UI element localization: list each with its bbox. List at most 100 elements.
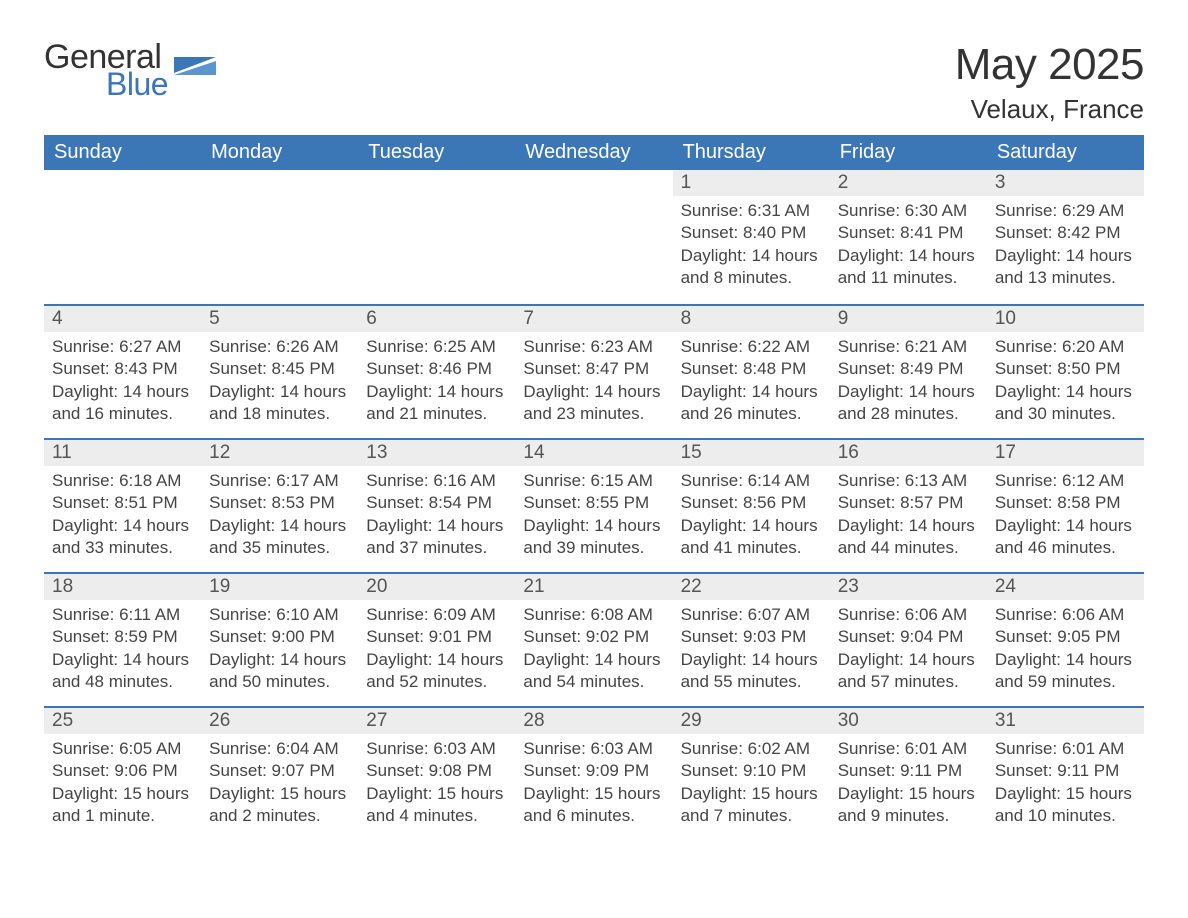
sunrise-line: Sunrise: 6:16 AM [366, 470, 507, 492]
sunrise-line: Sunrise: 6:04 AM [209, 738, 350, 760]
sunrise-line: Sunrise: 6:01 AM [995, 738, 1136, 760]
sunset-line: Sunset: 8:43 PM [52, 358, 193, 380]
daylight-line: Daylight: 14 hours and 13 minutes. [995, 245, 1136, 290]
sunset-line: Sunset: 8:57 PM [838, 492, 979, 514]
sunrise-line-label: Sunrise: [681, 739, 748, 758]
flag-icon [174, 57, 216, 90]
sunrise-line-label: Sunrise: [366, 605, 433, 624]
day-number: 31 [987, 706, 1144, 734]
calendar-cell: 25Sunrise: 6:05 AMSunset: 9:06 PMDayligh… [44, 706, 201, 840]
calendar-cell: 2Sunrise: 6:30 AMSunset: 8:41 PMDaylight… [830, 170, 987, 304]
sunrise-line: Sunrise: 6:09 AM [366, 604, 507, 626]
daylight-line: Daylight: 14 hours and 35 minutes. [209, 515, 350, 560]
calendar-cell: 11Sunrise: 6:18 AMSunset: 8:51 PMDayligh… [44, 438, 201, 572]
sunrise-line: Sunrise: 6:11 AM [52, 604, 193, 626]
sunrise-line-label: Sunrise: [366, 471, 433, 490]
day-details: Sunrise: 6:25 AMSunset: 8:46 PMDaylight:… [358, 332, 515, 432]
daylight-line-label: Daylight: [209, 650, 280, 669]
sunrise-line: Sunrise: 6:22 AM [681, 336, 822, 358]
daylight-line-label: Daylight: [681, 784, 752, 803]
sunset-line: Sunset: 8:49 PM [838, 358, 979, 380]
sunrise-line-label: Sunrise: [523, 471, 590, 490]
day-details: Sunrise: 6:03 AMSunset: 9:08 PMDaylight:… [358, 734, 515, 834]
sunrise-line: Sunrise: 6:03 AM [523, 738, 664, 760]
day-number: 25 [44, 706, 201, 734]
sunrise-line-label: Sunrise: [52, 605, 119, 624]
calendar-week: 25Sunrise: 6:05 AMSunset: 9:06 PMDayligh… [44, 706, 1144, 840]
sunset-line-label: Sunset: [523, 761, 585, 780]
daylight-line: Daylight: 14 hours and 8 minutes. [681, 245, 822, 290]
sunrise-line-label: Sunrise: [995, 201, 1062, 220]
daylight-line: Daylight: 15 hours and 9 minutes. [838, 783, 979, 828]
daylight-line-label: Daylight: [52, 382, 123, 401]
day-details: Sunrise: 6:29 AMSunset: 8:42 PMDaylight:… [987, 196, 1144, 296]
sunset-line: Sunset: 9:08 PM [366, 760, 507, 782]
daylight-line-label: Daylight: [838, 382, 909, 401]
sunrise-line: Sunrise: 6:31 AM [681, 200, 822, 222]
day-details: Sunrise: 6:10 AMSunset: 9:00 PMDaylight:… [201, 600, 358, 700]
day-details: Sunrise: 6:14 AMSunset: 8:56 PMDaylight:… [673, 466, 830, 566]
sunset-line-label: Sunset: [209, 627, 271, 646]
calendar-cell: 8Sunrise: 6:22 AMSunset: 8:48 PMDaylight… [673, 304, 830, 438]
sunset-line-value: 9:05 PM [1057, 627, 1120, 646]
daylight-line: Daylight: 14 hours and 52 minutes. [366, 649, 507, 694]
sunrise-line-label: Sunrise: [366, 337, 433, 356]
sunrise-line-label: Sunrise: [838, 605, 905, 624]
day-details: Sunrise: 6:01 AMSunset: 9:11 PMDaylight:… [830, 734, 987, 834]
sunset-line-label: Sunset: [838, 627, 900, 646]
sunset-line: Sunset: 9:01 PM [366, 626, 507, 648]
sunset-line: Sunset: 8:51 PM [52, 492, 193, 514]
calendar-cell: 14Sunrise: 6:15 AMSunset: 8:55 PMDayligh… [515, 438, 672, 572]
day-number: 22 [673, 572, 830, 600]
sunrise-line-label: Sunrise: [995, 337, 1062, 356]
sunset-line-value: 8:50 PM [1057, 359, 1120, 378]
sunset-line-label: Sunset: [523, 493, 585, 512]
calendar-cell: 5Sunrise: 6:26 AMSunset: 8:45 PMDaylight… [201, 304, 358, 438]
sunrise-line: Sunrise: 6:06 AM [838, 604, 979, 626]
weekday-header: Sunday [44, 135, 201, 170]
day-details: Sunrise: 6:23 AMSunset: 8:47 PMDaylight:… [515, 332, 672, 432]
daylight-line-label: Daylight: [523, 382, 594, 401]
day-details: Sunrise: 6:26 AMSunset: 8:45 PMDaylight:… [201, 332, 358, 432]
sunset-line-label: Sunset: [995, 223, 1057, 242]
sunrise-line-label: Sunrise: [209, 337, 276, 356]
calendar-cell: 1Sunrise: 6:31 AMSunset: 8:40 PMDaylight… [673, 170, 830, 304]
day-number: 2 [830, 170, 987, 196]
daylight-line: Daylight: 14 hours and 30 minutes. [995, 381, 1136, 426]
daylight-line-label: Daylight: [838, 650, 909, 669]
day-number: 17 [987, 438, 1144, 466]
sunset-line-label: Sunset: [995, 359, 1057, 378]
sunset-line-value: 9:09 PM [586, 761, 649, 780]
daylight-line: Daylight: 14 hours and 48 minutes. [52, 649, 193, 694]
day-number: 1 [673, 170, 830, 196]
sunrise-line-value: 6:04 AM [276, 739, 338, 758]
daylight-line-label: Daylight: [838, 516, 909, 535]
sunrise-line: Sunrise: 6:21 AM [838, 336, 979, 358]
calendar-cell: 16Sunrise: 6:13 AMSunset: 8:57 PMDayligh… [830, 438, 987, 572]
calendar-cell [201, 170, 358, 304]
sunset-line-label: Sunset: [838, 359, 900, 378]
sunrise-line-value: 6:10 AM [276, 605, 338, 624]
sunrise-line-value: 6:07 AM [748, 605, 810, 624]
day-number: 10 [987, 304, 1144, 332]
sunrise-line-value: 6:06 AM [905, 605, 967, 624]
sunrise-line-label: Sunrise: [523, 739, 590, 758]
sunset-line-label: Sunset: [523, 359, 585, 378]
sunrise-line-label: Sunrise: [52, 337, 119, 356]
sunrise-line-value: 6:05 AM [119, 739, 181, 758]
daylight-line-label: Daylight: [681, 382, 752, 401]
calendar-head: SundayMondayTuesdayWednesdayThursdayFrid… [44, 135, 1144, 170]
daylight-line-label: Daylight: [366, 784, 437, 803]
calendar-cell: 31Sunrise: 6:01 AMSunset: 9:11 PMDayligh… [987, 706, 1144, 840]
sunset-line-value: 8:57 PM [900, 493, 963, 512]
calendar-cell: 22Sunrise: 6:07 AMSunset: 9:03 PMDayligh… [673, 572, 830, 706]
daylight-line: Daylight: 14 hours and 41 minutes. [681, 515, 822, 560]
sunset-line: Sunset: 8:50 PM [995, 358, 1136, 380]
daylight-line: Daylight: 14 hours and 54 minutes. [523, 649, 664, 694]
sunrise-line: Sunrise: 6:26 AM [209, 336, 350, 358]
sunrise-line: Sunrise: 6:02 AM [681, 738, 822, 760]
daylight-line: Daylight: 15 hours and 6 minutes. [523, 783, 664, 828]
calendar-cell: 19Sunrise: 6:10 AMSunset: 9:00 PMDayligh… [201, 572, 358, 706]
day-details: Sunrise: 6:17 AMSunset: 8:53 PMDaylight:… [201, 466, 358, 566]
day-details: Sunrise: 6:11 AMSunset: 8:59 PMDaylight:… [44, 600, 201, 700]
